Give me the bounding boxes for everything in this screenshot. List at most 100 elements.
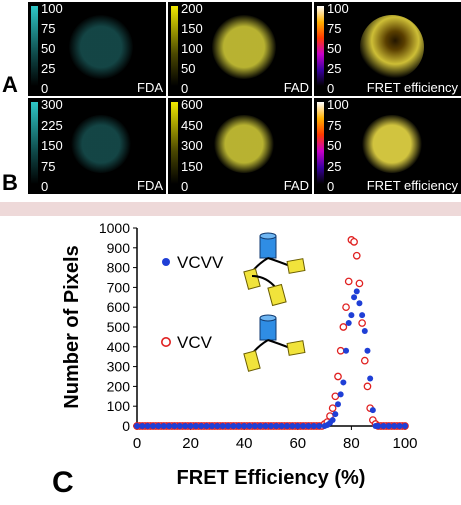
colorbar-tick: 150 (41, 138, 63, 153)
data-point-vcvv (391, 423, 398, 429)
image-panel-b-fad: 600 450 300 150 0 FAD (168, 98, 312, 194)
data-point-vcvv (251, 423, 258, 429)
data-point-vcvv (361, 327, 368, 334)
data-point-vcvv (192, 423, 199, 429)
data-point-vcv (350, 238, 358, 246)
data-point-vcvv (380, 423, 387, 429)
colorbar (31, 102, 38, 184)
y-tick-label: 700 (107, 279, 131, 295)
data-point-vcvv (284, 423, 291, 429)
colorbar-tick: 150 (181, 158, 203, 174)
image-panel-b-fda: 300 225 150 75 0 FDA (28, 98, 166, 194)
colorbar-tick: 600 (181, 98, 203, 112)
colorbar-tick: 0 (181, 179, 189, 194)
data-point-vcvv (187, 423, 194, 429)
y-axis-title: Number of Pixels (61, 245, 83, 408)
image-panel-a-fret-efficiency: 100 75 50 25 0 FRET efficiency (314, 2, 461, 96)
data-point-vcvv (353, 288, 360, 295)
panel-label: FDA (137, 80, 163, 95)
row-label-a: A (2, 72, 18, 97)
colorbar (171, 102, 178, 184)
data-point-vcvv (337, 391, 344, 398)
colorbar-tick: 25 (327, 61, 342, 76)
data-point-vcvv (241, 423, 248, 429)
data-point-vcvv (305, 423, 312, 429)
data-point-vcvv (294, 423, 301, 429)
y-tick-label: 900 (107, 240, 131, 256)
colorbar-tick: 50 (327, 138, 342, 153)
x-tick-label: 80 (343, 435, 360, 452)
colorbar-tick: 225 (41, 117, 63, 133)
y-tick-label: 100 (107, 398, 131, 414)
data-point-vcvv (214, 423, 221, 429)
panel-label: FAD (283, 178, 309, 193)
data-point-vcvv (235, 423, 242, 429)
legend-marker-vcvv (162, 258, 170, 266)
row-label-b: B (2, 170, 18, 195)
cell-image (214, 115, 274, 173)
x-tick-label: 40 (236, 435, 253, 452)
data-point-vcvv (351, 294, 358, 301)
data-point-vcvv (364, 347, 371, 354)
data-point-vcvv (332, 411, 339, 418)
x-tick-label: 100 (392, 435, 417, 452)
divider-band (0, 202, 461, 216)
colorbar-tick: 50 (327, 41, 342, 56)
y-tick-label: 0 (122, 418, 130, 434)
data-point-vcv (339, 323, 348, 331)
data-point-vcvv (385, 423, 392, 429)
data-point-vcv (342, 303, 350, 312)
colorbar-tick: 0 (327, 81, 335, 96)
cell-image (361, 115, 422, 173)
legend-label-vcv: VCV (177, 333, 213, 352)
image-panel-b-fret-efficiency: 100 75 50 25 0 FRET efficiency (314, 98, 461, 194)
microscopy-panels: A B 100 75 50 25 0 FDA 200 150 100 50 0 FAD 100 75 50 2… (0, 0, 461, 200)
cell-image (71, 115, 131, 173)
colorbar-tick: 150 (181, 21, 203, 36)
data-point-vcv (331, 392, 340, 401)
data-point-vcvv (198, 423, 205, 429)
colorbar (171, 6, 178, 86)
data-point-vcvv (329, 417, 336, 424)
data-point-vcvv (225, 423, 232, 429)
colorbar-tick: 50 (41, 41, 56, 56)
data-point-vcv (328, 404, 337, 413)
data-point-vcvv (262, 423, 269, 429)
colorbar-tick: 200 (181, 2, 203, 16)
panel-label: FRET efficiency (366, 178, 458, 193)
data-point-vcvv (310, 423, 317, 429)
data-point-vcv (363, 382, 372, 391)
data-point-vcvv (367, 375, 374, 382)
colorbar-tick: 100 (181, 41, 203, 56)
panel-label: FAD (283, 80, 309, 95)
colorbar-tick: 100 (41, 2, 63, 16)
y-tick-label: 500 (107, 319, 131, 335)
x-tick-label: 20 (182, 435, 199, 452)
panel-label: FDA (137, 178, 163, 193)
data-point-vcvv (268, 423, 274, 429)
data-point-vcvv (359, 312, 366, 319)
data-point-vcvv (316, 423, 323, 429)
data-point-vcv (358, 319, 366, 327)
data-point-vcvv (375, 423, 382, 429)
colorbar-tick: 450 (181, 117, 203, 133)
image-panel-a-fad: 200 150 100 50 0 FAD (168, 2, 312, 96)
data-point-vcvv (144, 423, 151, 429)
data-point-vcvv (182, 423, 189, 429)
colorbar-tick: 100 (327, 98, 349, 112)
data-point-vcv (336, 346, 345, 355)
colorbar-tick: 50 (181, 61, 196, 76)
construct-cartoon (243, 232, 306, 307)
cell-image (359, 15, 424, 79)
colorbar-tick: 25 (327, 158, 342, 174)
data-point-vcvv (343, 347, 350, 354)
data-point-vcvv (209, 423, 216, 429)
y-tick-label: 200 (107, 378, 131, 394)
fret-histogram-chart: 0 100 200 300 400 500 600 700 800 900 1000 0 20 40 60 8… (0, 216, 461, 500)
data-point-vcv (344, 277, 353, 286)
data-point-vcvv (219, 423, 226, 429)
y-tick-label: 400 (107, 339, 131, 355)
cell-image (212, 15, 276, 79)
colorbar (31, 6, 38, 86)
colorbar-tick: 0 (41, 81, 49, 96)
